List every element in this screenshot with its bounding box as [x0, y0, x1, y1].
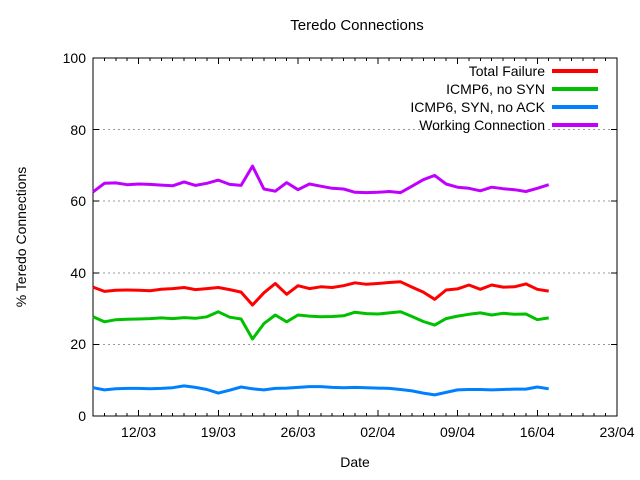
legend-line-swatch	[552, 87, 598, 91]
x-axis-label: Date	[340, 454, 370, 470]
legend-item-icmp6-syn-no-ack: ICMP6, SYN, no ACK	[410, 98, 598, 116]
series-line-icmp6-no-syn	[92, 310, 549, 341]
y-tick-label: 80	[70, 121, 86, 138]
legend-item-icmp6-no-syn: ICMP6, no SYN	[410, 80, 598, 98]
y-axis-label: % Teredo Connections	[13, 166, 29, 308]
x-tick-label: 19/03	[200, 424, 236, 440]
chart-title: Teredo Connections	[290, 17, 424, 34]
x-tick-label: 26/03	[280, 424, 316, 440]
x-tick-label: 12/03	[121, 424, 157, 440]
legend-line-swatch	[552, 123, 598, 127]
series-line-total-failure	[92, 280, 549, 307]
x-tick-label: 09/04	[439, 424, 476, 440]
y-tick-label: 20	[70, 336, 86, 353]
y-tick-label: 40	[70, 264, 86, 281]
legend-label: Working Connection	[419, 117, 545, 133]
legend-line-swatch	[552, 69, 598, 73]
y-tick-label: 100	[62, 50, 86, 66]
legend-item-total-failure: Total Failure	[410, 62, 598, 80]
legend-label: Total Failure	[468, 63, 545, 79]
legend-line-swatch	[552, 105, 598, 109]
series-line-icmp6-syn-no-ack	[92, 384, 549, 397]
x-tick-label: 23/04	[599, 424, 635, 440]
legend-label: ICMP6, SYN, no ACK	[410, 99, 545, 115]
y-tick-label: 0	[78, 408, 86, 424]
series-line-working-connection	[92, 164, 550, 195]
legend: Total Failure ICMP6, no SYN ICMP6, SYN, …	[410, 62, 598, 134]
y-tick-label: 60	[70, 193, 86, 210]
x-tick-label: 16/04	[519, 424, 555, 440]
x-tick-label: 02/04	[360, 424, 396, 440]
legend-label: ICMP6, no SYN	[446, 81, 545, 97]
legend-item-working-connection: Working Connection	[410, 116, 598, 134]
